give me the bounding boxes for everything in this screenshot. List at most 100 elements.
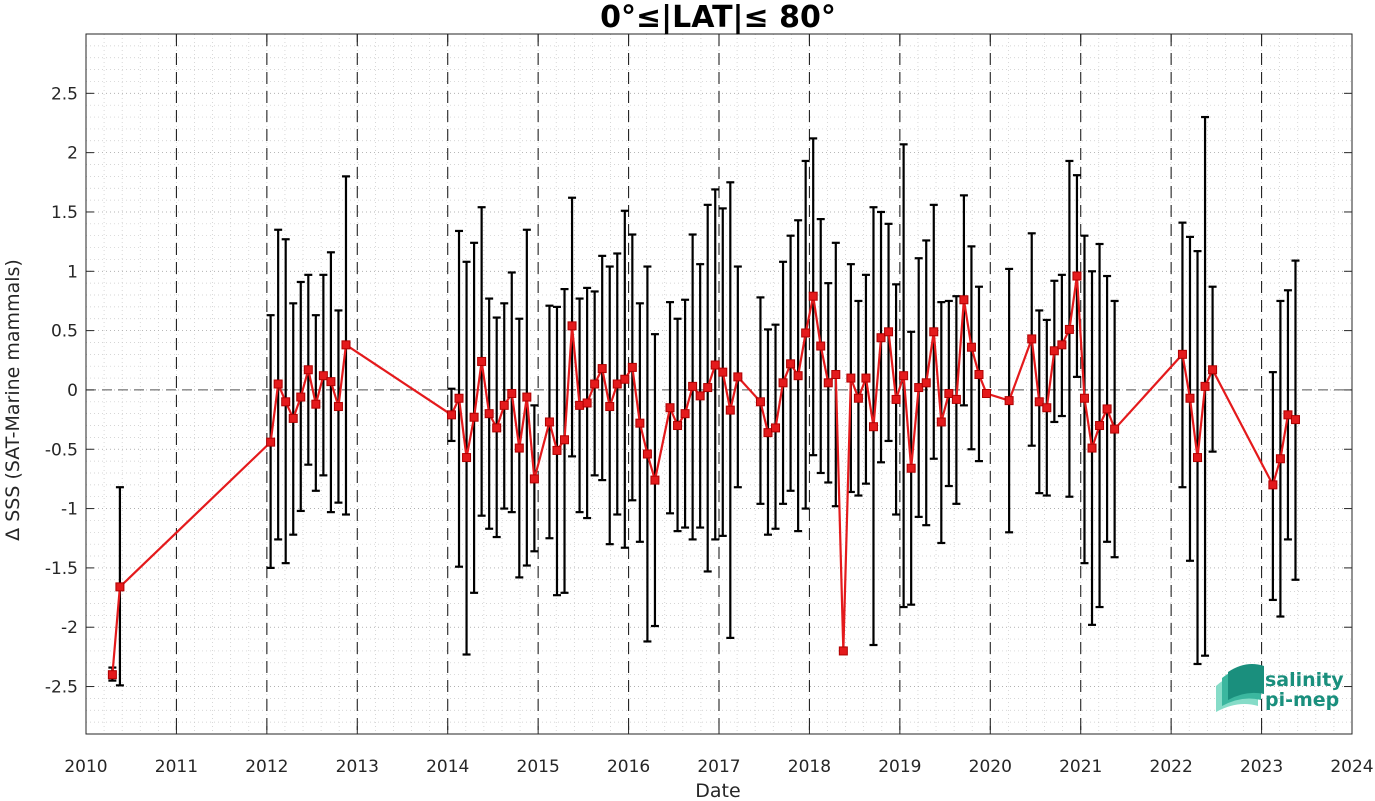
data-point [1193, 453, 1203, 463]
y-tick-label: 0 [67, 381, 78, 401]
data-point [605, 402, 615, 412]
data-point [597, 364, 607, 374]
year-divider-lines [175, 34, 1263, 734]
data-point [567, 321, 577, 331]
data-point [816, 341, 826, 351]
data-point [1283, 410, 1293, 420]
data-point [891, 394, 901, 404]
y-axis-label: Δ SSS (SAT-Marine mammals) [2, 259, 24, 541]
data-point [680, 409, 690, 419]
data-point [1185, 393, 1195, 403]
data-point [853, 393, 863, 403]
x-tick-labels: 2010 2011 2012 2013 2014 2015 2016 2017 2018 2019… [64, 757, 1373, 777]
x-tick-label: 2018 [788, 757, 831, 777]
data-point [1042, 403, 1052, 413]
data-point [273, 379, 283, 389]
y-tick-label: -2.5 [45, 678, 78, 698]
data-point [846, 373, 856, 383]
x-tick-label: 2022 [1150, 757, 1193, 777]
data-point [281, 397, 291, 407]
data-point [899, 371, 909, 381]
x-tick-label: 2010 [64, 757, 107, 777]
data-point [590, 379, 600, 389]
data-point [1208, 365, 1218, 375]
data-point [1034, 397, 1044, 407]
data-point [650, 475, 660, 485]
data-point [107, 670, 117, 680]
series-markers [107, 271, 1300, 680]
x-tick-label: 2024 [1330, 757, 1373, 777]
salinity-pi-mep-logo: salinity pi-mep [1216, 664, 1344, 712]
data-point [303, 365, 313, 375]
data-point [914, 383, 924, 393]
logo-line-2: pi-mep [1265, 689, 1339, 711]
data-point [1027, 334, 1037, 344]
wave-logo-icon [1216, 664, 1264, 712]
data-point [951, 394, 961, 404]
data-point [1049, 346, 1059, 356]
data-point [552, 445, 562, 455]
x-tick-label: 2013 [336, 757, 379, 777]
data-point [1200, 381, 1210, 391]
data-point [1079, 393, 1089, 403]
data-point [507, 388, 517, 398]
data-point [514, 443, 524, 453]
data-point [612, 379, 622, 389]
y-tick-label: 1.5 [51, 203, 78, 223]
data-point [318, 371, 328, 381]
data-point [341, 340, 351, 350]
x-tick-label: 2011 [155, 757, 198, 777]
data-point [544, 417, 554, 427]
data-point [1102, 404, 1112, 414]
data-point [929, 327, 939, 337]
data-point [529, 474, 539, 484]
data-point [786, 359, 796, 369]
data-point [469, 412, 479, 422]
y-tick-label: -2 [61, 618, 78, 638]
data-point [462, 453, 472, 463]
y-tick-label: -1 [61, 500, 78, 520]
data-point [492, 423, 502, 433]
data-point [838, 646, 848, 656]
data-point [266, 437, 276, 447]
data-point [560, 435, 570, 445]
data-point [1004, 396, 1014, 406]
data-point [1072, 271, 1082, 281]
data-point [808, 291, 818, 301]
data-point [627, 362, 637, 372]
data-point [1290, 415, 1300, 425]
x-tick-label: 2014 [426, 757, 469, 777]
x-tick-label: 2023 [1240, 757, 1283, 777]
data-point [499, 400, 509, 410]
data-point [703, 383, 713, 393]
data-point [454, 393, 464, 403]
y-tick-label: -0.5 [45, 440, 78, 460]
data-point [921, 378, 931, 388]
data-point [936, 417, 946, 427]
data-point [861, 373, 871, 383]
data-point [771, 423, 781, 433]
y-tick-label: 0.5 [51, 322, 78, 342]
x-tick-label: 2015 [517, 757, 560, 777]
data-point [296, 392, 306, 402]
data-point [710, 360, 720, 370]
data-point [620, 374, 630, 384]
y-tick-labels: -2.5 -2 -1.5 -1 -0.5 0 0.5 1 1.5 2 2.5 [45, 84, 78, 697]
data-point [1268, 480, 1278, 490]
data-point [1064, 324, 1074, 334]
data-point [801, 328, 811, 338]
data-point [982, 388, 992, 398]
data-point [763, 428, 773, 438]
y-tick-label: 1 [67, 262, 78, 282]
x-tick-label: 2017 [697, 757, 740, 777]
data-point [755, 397, 765, 407]
data-point [333, 402, 343, 412]
y-tick-label: 2 [67, 144, 78, 164]
data-point [944, 388, 954, 398]
data-point [906, 463, 916, 473]
data-point [522, 392, 532, 402]
data-point [959, 295, 969, 305]
x-tick-label: 2021 [1059, 757, 1102, 777]
data-point [831, 370, 841, 380]
